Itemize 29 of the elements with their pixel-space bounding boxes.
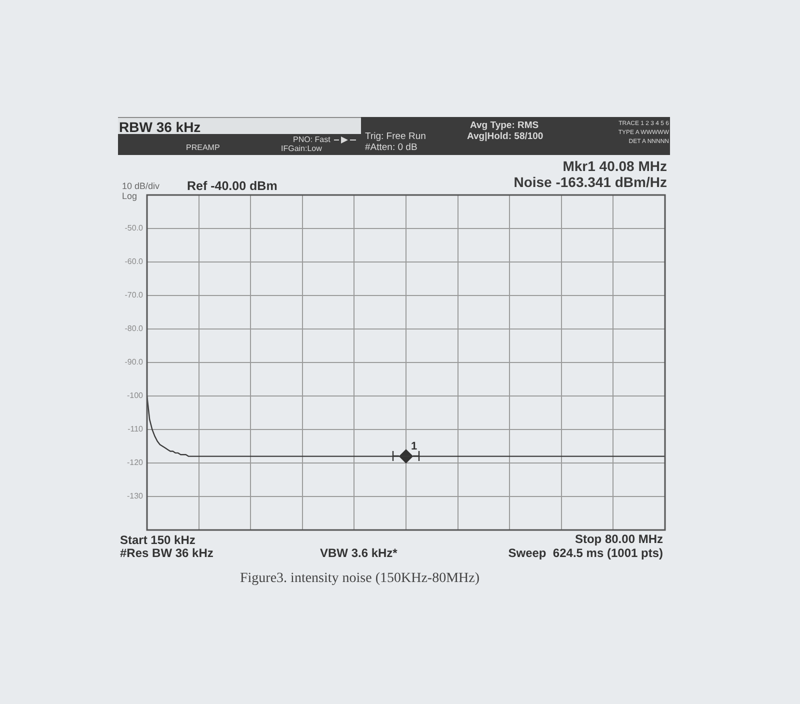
text: 10 dB/div [122, 180, 160, 192]
text: VBW 3.6 kHz* [320, 546, 398, 560]
caption: Figure3. intensity noise (150KHz-80MHz) [240, 570, 480, 588]
y-tick-label: -80.0 [124, 324, 144, 334]
text: Trig: Free Run [365, 131, 426, 143]
text: Ref -40.00 dBm [187, 178, 278, 194]
y-tick-label: -110 [128, 424, 144, 434]
text: Avg|Hold: 58/100 [467, 131, 544, 143]
y-tick-label: -70.0 [124, 290, 144, 300]
text: PNO: Fast [293, 135, 330, 145]
text: IFGain:Low [281, 144, 322, 154]
text: Log [122, 190, 138, 202]
text: Start 150 kHz [120, 532, 196, 548]
y-tick-label: -60.0 [124, 257, 144, 266]
series-label: 1 [411, 440, 418, 452]
text: Stop 80.00 MHz [574, 532, 663, 546]
text: RBW 36 kHz [119, 118, 201, 136]
text: Avg Type: RMS [470, 120, 539, 132]
y-tick-label: -130 [126, 492, 144, 501]
y-tick-label: -50.0 [124, 224, 144, 233]
y-tick-label: -100 [126, 391, 144, 400]
text: Mkr1 40.08 MHz [562, 158, 667, 174]
text: #Res BW 36 kHz [120, 546, 214, 560]
y-tick-label: -90.0 [124, 358, 144, 367]
y-tick-label: -120 [126, 458, 144, 468]
text: #Atten: 0 dB [365, 142, 418, 154]
text: Noise -163.341 dBm/Hz [514, 174, 667, 190]
text: PREAMP [186, 143, 220, 153]
text: Sweep 624.5 ms (1001 pts) [508, 546, 663, 560]
